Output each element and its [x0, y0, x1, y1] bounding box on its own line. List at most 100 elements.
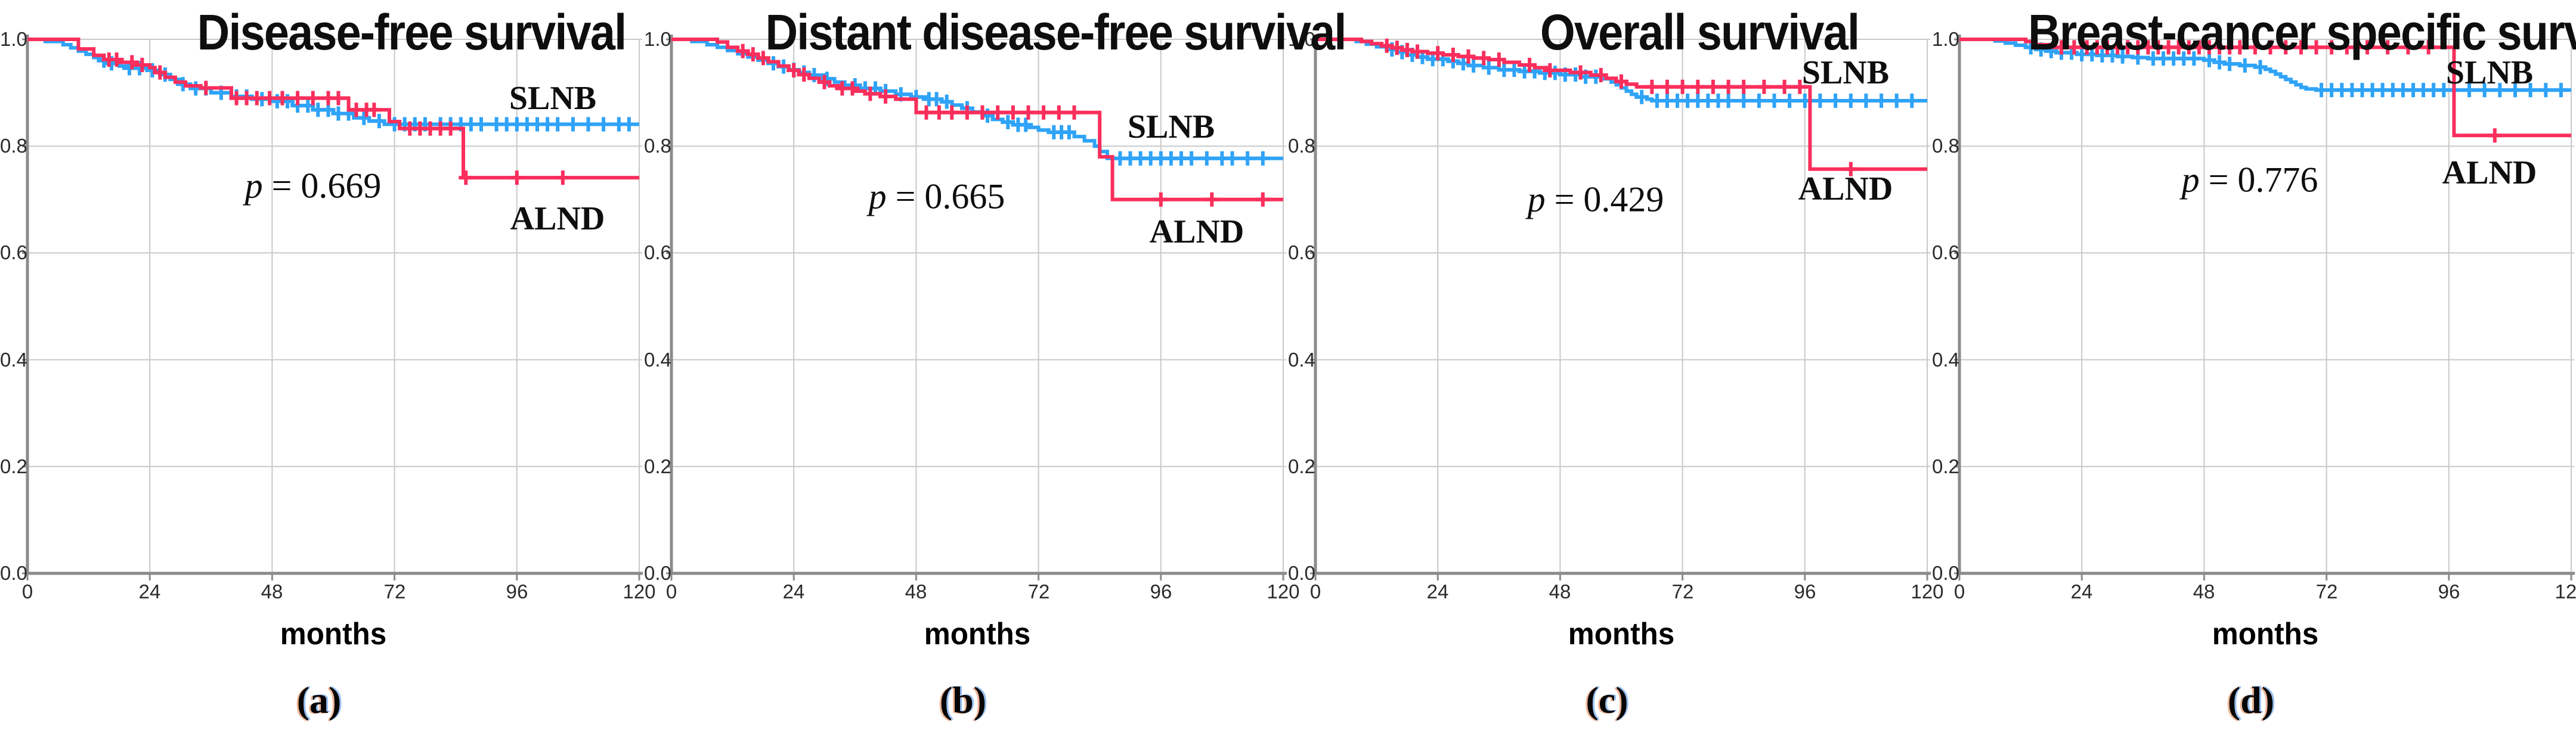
censor-mark-alnd	[1593, 68, 1608, 82]
censor-mark-alnd	[990, 105, 1005, 120]
p-value-label: p = 0.776	[2181, 160, 2318, 200]
alnd-curve-label: ALND	[1149, 213, 1244, 250]
alnd-curve-label: ALND	[2442, 154, 2537, 191]
x-tick-label: 24	[2070, 580, 2093, 603]
y-tick-label: 0.6	[1932, 241, 1959, 263]
km-plot	[1954, 35, 2575, 580]
censor-mark-alnd	[1051, 105, 1066, 120]
x-tick-label: 72	[383, 580, 406, 603]
x-axis-title: months	[924, 617, 1031, 651]
censor-mark-alnd	[1431, 46, 1445, 61]
censor-mark-slnb	[1859, 94, 1874, 108]
censor-mark-alnd	[2293, 40, 2308, 55]
y-tick-label: 0.6	[644, 241, 671, 263]
p-value-label: p = 0.665	[868, 176, 1005, 216]
censor-mark-alnd	[745, 47, 760, 62]
censor-mark-slnb	[1199, 151, 1214, 166]
censor-mark-alnd	[2247, 40, 2262, 55]
censor-mark-alnd	[2278, 40, 2293, 55]
censor-mark-alnd	[1843, 162, 1858, 176]
x-tick-label: 96	[1150, 580, 1172, 603]
censor-mark-slnb	[1001, 114, 1015, 129]
panel-title: Breast-cancer specific survival	[2028, 4, 2576, 60]
x-tick-label: 120	[1911, 580, 1944, 603]
censor-mark-slnb	[2477, 83, 2492, 98]
censor-mark-alnd	[2324, 40, 2339, 55]
x-tick-label: 48	[261, 580, 283, 603]
y-tick-label: 0.2	[1288, 455, 1315, 477]
censor-mark-alnd	[1757, 79, 1772, 94]
y-tick-label: 0.6	[0, 241, 27, 263]
censor-mark-alnd	[975, 105, 990, 120]
km-curve-alnd	[1959, 38, 2571, 138]
p-value-label: p = 0.669	[244, 166, 382, 206]
censor-mark-alnd	[1021, 105, 1036, 120]
censor-mark-slnb	[145, 63, 160, 77]
x-tick-label: 24	[1426, 580, 1449, 603]
censor-mark-alnd	[756, 51, 770, 66]
censor-mark-slnb	[1813, 94, 1828, 108]
alnd-curve-label: ALND	[1798, 170, 1893, 207]
censor-mark-slnb	[596, 117, 611, 132]
panel-caption: (d)	[2227, 679, 2275, 721]
censor-mark-alnd	[2339, 40, 2354, 55]
censor-mark-alnd	[1543, 63, 1558, 77]
censor-mark-slnb	[1889, 94, 1904, 108]
censor-mark-alnd	[2263, 40, 2278, 55]
censor-mark-slnb	[1905, 94, 1919, 108]
x-tick-label: 96	[506, 580, 528, 603]
censor-mark-slnb	[1767, 94, 1782, 108]
censor-mark-alnd	[331, 91, 346, 105]
censor-mark-alnd	[2054, 40, 2069, 55]
censor-mark-alnd	[2487, 128, 2502, 143]
censor-mark-slnb	[1466, 58, 1481, 73]
x-tick-label: 48	[1549, 580, 1571, 603]
slnb-curve-label: SLNB	[1127, 108, 1215, 145]
censor-mark-alnd	[2421, 40, 2436, 55]
censor-mark-slnb	[357, 110, 371, 125]
censor-mark-alnd	[919, 105, 934, 120]
censor-mark-slnb	[1184, 151, 1199, 166]
censor-mark-slnb	[2222, 57, 2237, 72]
censor-mark-alnd	[1614, 74, 1628, 89]
y-tick-label: 1.0	[644, 28, 671, 50]
censor-mark-slnb	[2253, 60, 2268, 74]
censor-mark-alnd	[797, 67, 812, 82]
censor-mark-slnb	[2115, 49, 2130, 64]
censor-mark-alnd	[1675, 79, 1690, 94]
censor-mark-slnb	[2523, 83, 2538, 98]
y-tick-label: 0.8	[1288, 135, 1315, 157]
x-tick-label: 96	[2438, 580, 2460, 603]
censor-mark-alnd	[109, 52, 124, 67]
censor-mark-alnd	[199, 80, 213, 95]
censor-mark-alnd	[555, 170, 570, 185]
censor-mark-slnb	[2202, 52, 2216, 67]
censor-mark-alnd	[262, 91, 277, 105]
y-tick-label: 0.4	[1932, 349, 1959, 371]
censor-mark-slnb	[1061, 125, 1076, 139]
km-panel-b: Distant disease-free survival 1.0 0.8 0.6 0…	[644, 0, 1346, 742]
censor-mark-alnd	[1573, 65, 1588, 80]
censor-mark-alnd	[1389, 41, 1404, 55]
censor-mark-slnb	[2493, 83, 2507, 98]
censor-mark-alnd	[153, 65, 168, 80]
y-tick-label: 0.8	[0, 135, 27, 157]
km-panel-c: Overall survival 1.0 0.8 0.6 0.4 0.2 0.0 0 24 4…	[1288, 0, 1944, 742]
censor-mark-alnd	[1721, 79, 1736, 94]
censor-mark-slnb	[1634, 89, 1649, 104]
censor-mark-alnd	[878, 89, 893, 104]
censor-mark-slnb	[2508, 83, 2522, 98]
censor-mark-alnd	[1777, 79, 1792, 94]
censor-mark-alnd	[1659, 79, 1674, 94]
censor-mark-alnd	[2067, 40, 2082, 55]
x-tick-label: 120	[1267, 580, 1300, 603]
censor-mark-alnd	[305, 91, 320, 105]
panel-caption: (c)	[1586, 679, 1628, 721]
censor-mark-alnd	[367, 103, 382, 117]
censor-mark-slnb	[1828, 94, 1843, 108]
censor-mark-alnd	[509, 170, 524, 185]
censor-mark-alnd	[959, 105, 974, 120]
x-tick-label: 48	[2193, 580, 2215, 603]
censor-mark-alnd	[2360, 40, 2374, 55]
